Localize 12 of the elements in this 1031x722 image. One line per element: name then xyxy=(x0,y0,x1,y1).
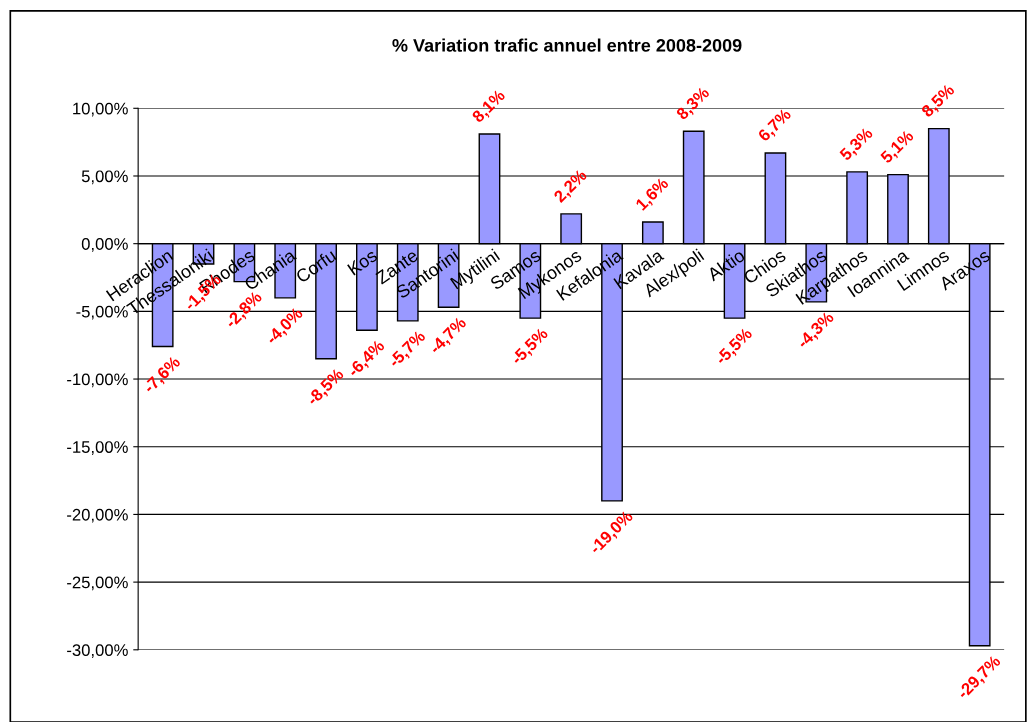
chart-title: % Variation trafic annuel entre 2008-2009 xyxy=(392,38,742,52)
y-tick-label: -10,00% xyxy=(67,373,128,388)
y-tick-label: -20,00% xyxy=(67,508,128,523)
y-tick-label: -25,00% xyxy=(67,576,128,591)
y-tick-label: 5,00% xyxy=(81,170,128,185)
y-tick-label: -30,00% xyxy=(67,644,128,658)
y-tick-label: 0,00% xyxy=(81,238,128,252)
x-tick-label: Aktio xyxy=(705,248,746,282)
y-tick-label: -5,00% xyxy=(76,305,128,320)
y-tick-label: 10,00% xyxy=(73,102,128,117)
x-tick-label: Kos xyxy=(347,248,379,276)
y-tick-label: -15,00% xyxy=(67,441,128,455)
